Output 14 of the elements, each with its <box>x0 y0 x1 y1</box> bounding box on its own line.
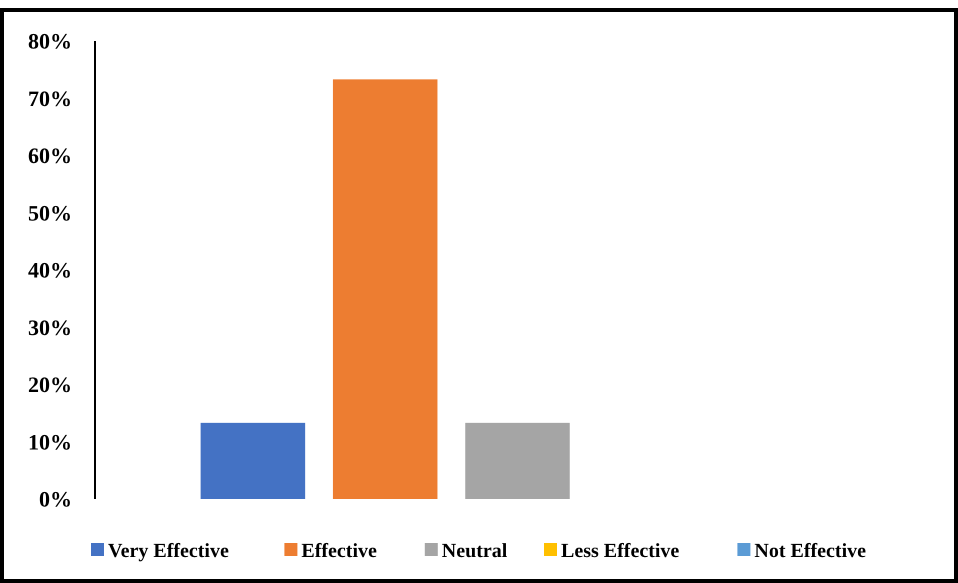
y-tick-label: 70% <box>28 86 72 111</box>
y-tick-label: 20% <box>28 372 72 398</box>
y-tick-label: 0% <box>39 486 72 512</box>
y-tick-label: 30% <box>28 314 72 340</box>
y-tick-label: 50% <box>28 200 72 226</box>
legend-label: Effective <box>301 540 378 562</box>
y-tick-label: 80% <box>28 28 72 54</box>
y-tick-label: 10% <box>28 429 72 454</box>
legend-label: Neutral <box>442 540 508 562</box>
legend-label: Not Effective <box>754 540 866 562</box>
y-tick-label: 40% <box>28 258 72 283</box>
legend-label: Very Effective <box>108 540 229 562</box>
y-tick-label: 60% <box>28 143 72 168</box>
legend-label: Less Effective <box>561 540 680 562</box>
